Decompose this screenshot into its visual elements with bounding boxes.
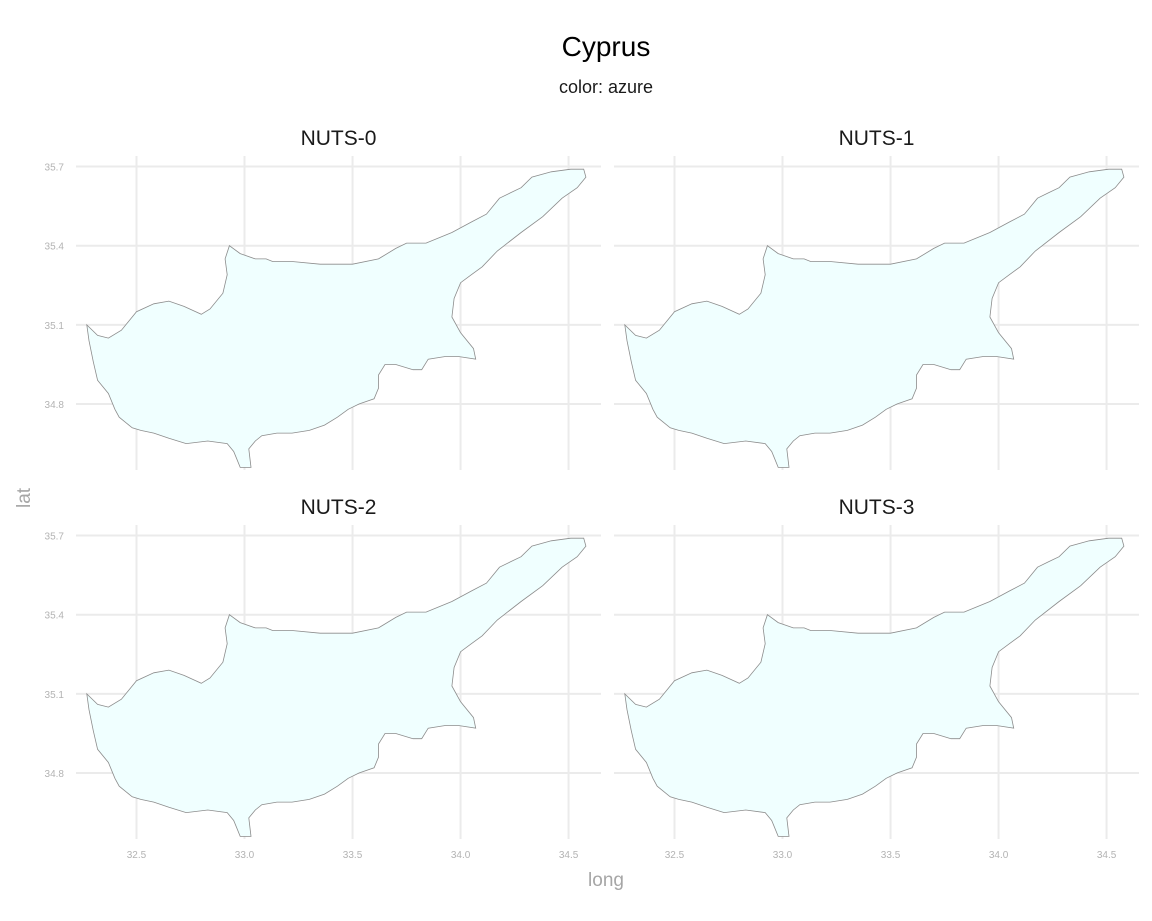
facet-panel-0: NUTS-0 34.8 35.1 35.4 35.7 xyxy=(45,127,601,470)
facet-label: NUTS-3 xyxy=(839,496,915,519)
x-tick-label: 32.5 xyxy=(665,850,685,861)
facet-label: NUTS-1 xyxy=(839,127,915,150)
facet-panel-2: NUTS-2 34.8 35.1 35.4 35.7 32.5 33.0 33.5 34.0 34… xyxy=(45,496,601,861)
facet-panel-1: NUTS-1 xyxy=(614,127,1139,470)
x-tick-label: 33.0 xyxy=(773,850,793,861)
plot-title: Cyprus xyxy=(562,31,651,62)
x-tick-label: 34.0 xyxy=(989,850,1009,861)
panels-group: NUTS-0 34.8 35.1 35.4 35.7 NUTS-1 NUTS-2 34.8 35… xyxy=(45,127,1139,861)
cyprus-polygon xyxy=(624,168,1125,468)
x-tick-label: 34.0 xyxy=(451,850,471,861)
y-tick-label: 35.4 xyxy=(45,242,65,253)
y-axis-title: lat xyxy=(14,487,35,508)
plot-subtitle: color: azure xyxy=(559,77,653,97)
x-tick-label: 33.5 xyxy=(881,850,901,861)
x-tick-label: 34.5 xyxy=(559,850,579,861)
y-tick-label: 35.4 xyxy=(45,611,65,622)
cyprus-polygon xyxy=(624,537,1125,837)
y-tick-label: 35.7 xyxy=(45,163,65,174)
x-tick-label: 32.5 xyxy=(127,850,147,861)
x-tick-label: 33.0 xyxy=(235,850,255,861)
facet-label: NUTS-0 xyxy=(301,127,377,150)
x-tick-label: 34.5 xyxy=(1097,850,1117,861)
facet-panel-3: NUTS-3 32.5 33.0 33.5 34.0 34.5 xyxy=(614,496,1139,861)
y-tick-label: 34.8 xyxy=(45,400,65,411)
facet-label: NUTS-2 xyxy=(301,496,377,519)
cyprus-polygon xyxy=(86,537,587,837)
y-tick-label: 34.8 xyxy=(45,769,65,780)
x-tick-label: 33.5 xyxy=(343,850,363,861)
cyprus-polygon xyxy=(86,168,587,468)
x-axis-title: long xyxy=(588,870,624,891)
y-tick-label: 35.1 xyxy=(45,690,65,701)
y-tick-label: 35.1 xyxy=(45,321,65,332)
y-tick-label: 35.7 xyxy=(45,532,65,543)
